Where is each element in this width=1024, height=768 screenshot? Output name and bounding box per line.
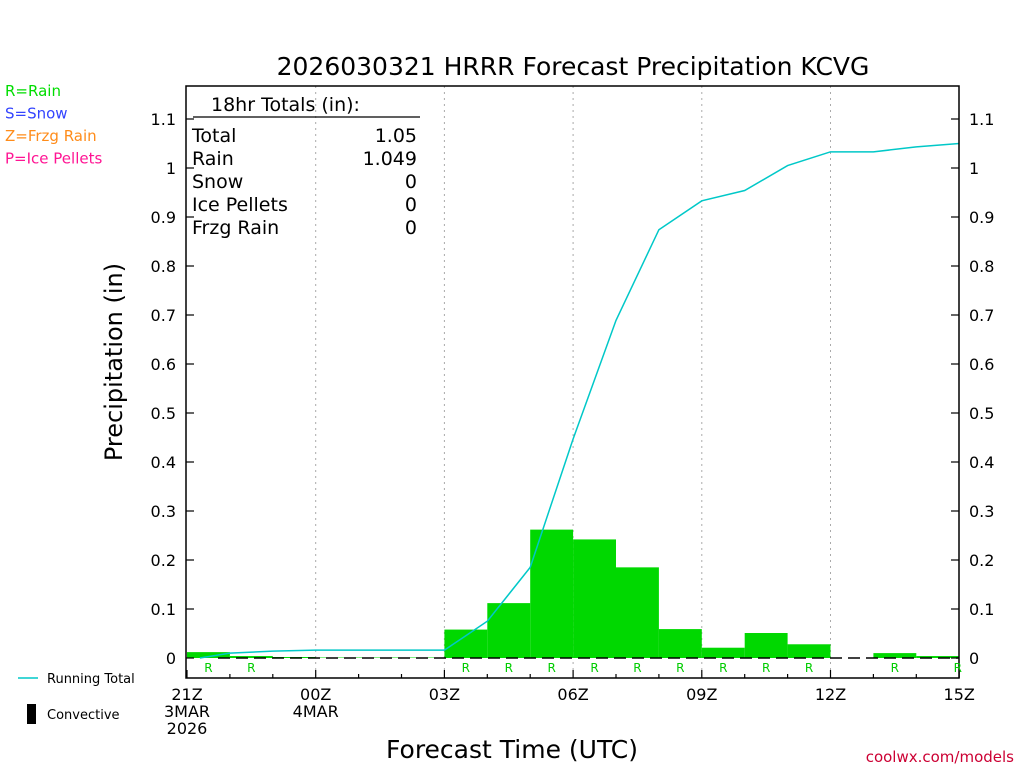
y-axis-left: 0 0.1 0.2 0.3 0.4 0.5 0.6 0.7 0.8 0.9 1 1.1 [151, 110, 194, 668]
rain-bar [530, 529, 574, 658]
ptype-marker: R [505, 661, 513, 675]
rain-bar [444, 629, 488, 658]
y-tick-label-right: 0.4 [969, 453, 994, 472]
ptype-marker: R [204, 661, 212, 675]
y-tick-label: 0.6 [151, 355, 176, 374]
ptype-marker: R [676, 661, 684, 675]
y-tick-label-right: 0.8 [969, 257, 994, 276]
totals-row-value: 0 [405, 194, 417, 216]
y-tick-label-right: 0.3 [969, 502, 994, 521]
y-axis-label: Precipitation (in) [100, 263, 128, 461]
y-tick-label-right: 0.7 [969, 306, 994, 325]
y-tick-label: 0.2 [151, 551, 176, 570]
ptype-marker: R [462, 661, 470, 675]
bottom-legend-label: Running Total [47, 672, 135, 687]
y-tick-label: 0.5 [151, 404, 176, 423]
totals-box: 18hr Totals (in): Total 1.05 Rain 1.049 Snow… [191, 94, 420, 239]
rain-bar [658, 629, 702, 658]
totals-row-label: Ice Pellets [192, 194, 288, 216]
x-axis-label: Forecast Time (UTC) [386, 735, 638, 764]
ptype-marker: R [547, 661, 555, 675]
y-tick-label-right: 0.2 [969, 551, 994, 570]
ptype-legend-item: S=Snow [5, 105, 68, 123]
x-tick-label: 2026 [167, 719, 208, 738]
ptype-legend-item: R=Rain [5, 82, 61, 100]
rain-bar [229, 656, 273, 658]
rain-bar [873, 653, 917, 658]
totals-row-label: Rain [192, 148, 234, 170]
y-tick-label-right: 0.5 [969, 404, 994, 423]
x-tick-label: 3MAR [164, 702, 210, 721]
y-tick-label-right: 0 [969, 649, 979, 668]
totals-row-label: Total [191, 125, 236, 147]
x-tick-label: 09Z [686, 685, 717, 704]
totals-row-value: 1.05 [375, 125, 417, 147]
totals-heading: 18hr Totals (in): [211, 94, 360, 116]
rain-bar [616, 567, 659, 658]
credit-text: coolwx.com/models [866, 748, 1014, 766]
totals-row-value: 1.049 [363, 148, 417, 170]
ptype-marker: R [954, 661, 962, 675]
chart-title: 2026030321 HRRR Forecast Precipitation K… [277, 52, 870, 81]
rain-bar [487, 603, 531, 658]
rain-bar [787, 644, 831, 658]
rain-bar [187, 652, 230, 658]
y-tick-label: 0.7 [151, 306, 176, 325]
ptype-marker: R [633, 661, 641, 675]
totals-row-label: Snow [192, 171, 243, 193]
ptype-marker: R [891, 661, 899, 675]
y-tick-label: 0.4 [151, 453, 176, 472]
ptype-marker: R [247, 661, 255, 675]
x-tick-label: 03Z [429, 685, 460, 704]
y-tick-label: 0.3 [151, 502, 176, 521]
ptype-marker: R [719, 661, 727, 675]
totals-row-value: 0 [405, 217, 417, 239]
y-tick-label: 1 [166, 159, 176, 178]
y-tick-label: 0.9 [151, 208, 176, 227]
rain-bar [573, 539, 616, 658]
x-tick-label: 06Z [557, 685, 588, 704]
y-tick-label-right: 0.1 [969, 600, 994, 619]
y-tick-label: 0.8 [151, 257, 176, 276]
y-tick-label: 0 [166, 649, 176, 668]
y-tick-label: 0.1 [151, 600, 176, 619]
ptype-marker: R [762, 661, 770, 675]
y-tick-label: 1.1 [151, 110, 176, 129]
running-total-line [199, 142, 960, 659]
ptype-legend-item: P=Ice Pellets [5, 150, 102, 168]
y-tick-label-right: 0.6 [969, 355, 994, 374]
rain-bar [916, 656, 960, 658]
rain-bar [701, 647, 745, 658]
rain-bars [187, 529, 960, 658]
rain-bar [744, 633, 788, 658]
ptype-marker: R [590, 661, 598, 675]
bottom-legend-label: Convective [47, 708, 120, 723]
totals-row-label: Frzg Rain [192, 217, 279, 239]
convective-swatch [27, 704, 36, 724]
bottom-legend: Running Total Convective [18, 672, 135, 724]
ptype-legend-item: Z=Frzg Rain [5, 127, 97, 145]
x-tick-label: 00Z [300, 685, 331, 704]
x-tick-label: 21Z [171, 685, 202, 704]
ptype-marker: R [805, 661, 813, 675]
x-tick-label: 12Z [815, 685, 846, 704]
y-tick-label-right: 0.9 [969, 208, 994, 227]
y-tick-label-right: 1.1 [969, 110, 994, 129]
y-axis-right: 0 0.1 0.2 0.3 0.4 0.5 0.6 0.7 0.8 0.9 1 1.1 [951, 110, 994, 668]
y-tick-label-right: 1 [969, 159, 979, 178]
precip-type-legend: R=Rain S=Snow Z=Frzg Rain P=Ice Pellets [5, 82, 102, 168]
totals-row-value: 0 [405, 171, 417, 193]
x-tick-label: 4MAR [293, 702, 339, 721]
running-total-polyline [199, 142, 960, 659]
x-tick-label: 15Z [944, 685, 975, 704]
